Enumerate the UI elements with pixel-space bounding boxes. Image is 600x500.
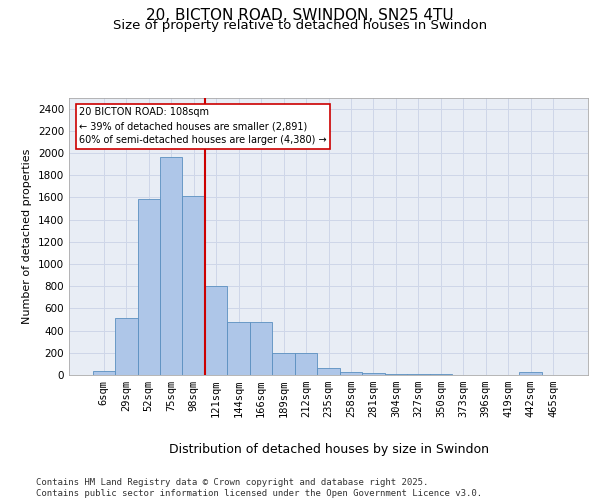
Bar — [250, 322, 272, 375]
Bar — [295, 354, 317, 375]
Bar — [272, 353, 295, 375]
Bar — [227, 322, 250, 375]
Bar — [407, 374, 430, 375]
Text: Size of property relative to detached houses in Swindon: Size of property relative to detached ho… — [113, 18, 487, 32]
Text: 20, BICTON ROAD, SWINDON, SN25 4TU: 20, BICTON ROAD, SWINDON, SN25 4TU — [146, 8, 454, 22]
Text: Contains HM Land Registry data © Crown copyright and database right 2025.
Contai: Contains HM Land Registry data © Crown c… — [36, 478, 482, 498]
Bar — [430, 374, 452, 375]
Bar — [520, 372, 542, 375]
Bar — [92, 371, 115, 375]
Bar — [362, 374, 385, 375]
Y-axis label: Number of detached properties: Number of detached properties — [22, 148, 32, 324]
Bar — [160, 158, 182, 375]
Text: 20 BICTON ROAD: 108sqm
← 39% of detached houses are smaller (2,891)
60% of semi-: 20 BICTON ROAD: 108sqm ← 39% of detached… — [79, 107, 327, 145]
Bar — [205, 286, 227, 375]
Text: Distribution of detached houses by size in Swindon: Distribution of detached houses by size … — [169, 442, 489, 456]
Bar — [385, 374, 407, 375]
Bar — [182, 196, 205, 375]
Bar — [115, 318, 137, 375]
Bar — [340, 372, 362, 375]
Bar — [317, 368, 340, 375]
Bar — [137, 198, 160, 375]
